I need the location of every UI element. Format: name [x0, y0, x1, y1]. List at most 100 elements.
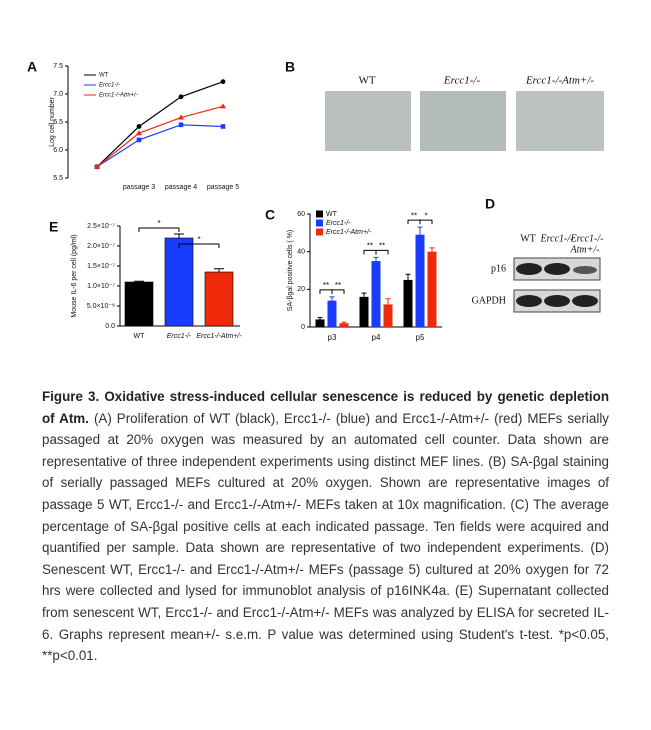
y-tick-label: 60 [297, 211, 305, 218]
point [136, 130, 142, 136]
micrograph [420, 91, 506, 151]
band [572, 295, 598, 307]
band [544, 263, 570, 275]
error-bar [329, 296, 335, 301]
bar [204, 271, 234, 327]
y-axis-label: Log cell number [49, 96, 56, 146]
figure: B WT Ercc1-/- Ercc1-/-Atm+/- D WT Ercc1-… [27, 59, 604, 342]
significance-label: ** [379, 241, 385, 250]
panel-letter: E [49, 219, 58, 235]
image-label: WT [358, 75, 375, 87]
bar [327, 300, 337, 327]
error-bar [174, 233, 184, 238]
series-line [96, 81, 224, 168]
significance-bracket [178, 243, 220, 248]
significance-label: ** [323, 281, 329, 290]
significance-bracket [407, 219, 421, 225]
x-tick-label: Ercc1-/- [167, 333, 192, 340]
lane-label: Ercc1-/- [540, 233, 574, 244]
legend-label: WT [326, 211, 338, 218]
point [220, 103, 226, 109]
significance-label: ** [411, 211, 417, 220]
y-tick-label: 40 [297, 249, 305, 256]
point [220, 124, 226, 129]
lane-label: Ercc1-/- [570, 233, 604, 244]
y-tick-label: 20 [297, 286, 305, 293]
band [573, 266, 597, 274]
panel-letter: B [285, 59, 295, 75]
caption: Figure 3. Oxidative stress-induced cellu… [42, 386, 609, 667]
error-bar [373, 256, 379, 262]
significance-bracket [138, 227, 180, 232]
bar [415, 234, 425, 327]
x-tick-label: Ercc1-/-Atm+/- [196, 333, 242, 340]
bar [315, 319, 325, 327]
y-tick-label: 1.0×10⁻⁷ [87, 283, 115, 290]
band [516, 263, 542, 275]
image-label: Ercc1-/- [443, 75, 481, 87]
significance-bracket [375, 249, 389, 255]
lane-label: WT [520, 233, 536, 244]
significance-label: * [157, 219, 160, 228]
error-bar [429, 247, 435, 252]
y-axis-label: Mouse IL-6 per cell (pg/ml) [71, 234, 78, 317]
band [544, 295, 570, 307]
x-tick-label: p5 [416, 333, 425, 342]
bar [371, 261, 381, 327]
error-bar [385, 298, 391, 305]
error-bar [417, 226, 423, 235]
y-axis-label: SA-βgal positive cells ( %) [287, 230, 294, 311]
legend-swatch [316, 219, 323, 227]
y-tick-label: 7.5 [53, 63, 63, 70]
x-tick-label: passage 5 [207, 184, 239, 191]
error-bar [341, 321, 347, 324]
point [136, 124, 142, 129]
point [178, 94, 184, 100]
legend-swatch [316, 210, 323, 218]
x-tick-label: WT [134, 333, 146, 340]
significance-bracket [419, 219, 433, 225]
y-tick-label: 2.0×10⁻⁷ [87, 243, 115, 250]
series-line [96, 105, 224, 168]
significance-label: ** [335, 281, 341, 290]
panel-letter: A [27, 59, 37, 75]
legend-label: WT [99, 73, 109, 79]
micrograph [516, 91, 604, 151]
bar [383, 304, 393, 327]
significance-label: * [424, 211, 427, 220]
y-tick-label: 7.0 [53, 91, 63, 98]
series-line [96, 124, 224, 168]
panel-letter: D [485, 196, 495, 212]
lane-label: Atm+/- [570, 244, 600, 255]
error-bar [317, 317, 323, 320]
band [516, 295, 542, 307]
bar [339, 323, 349, 327]
error-bar [361, 292, 367, 297]
y-tick-label: 2.5×10⁻⁷ [87, 223, 115, 230]
legend-label: Ercc1-/- [99, 83, 120, 89]
panel-letter: C [265, 207, 275, 223]
legend-label: Ercc1-/-Atm+/- [326, 229, 372, 236]
image-label: Ercc1-/-Atm+/- [525, 75, 594, 87]
error-bar [405, 273, 411, 280]
legend-swatch [316, 228, 323, 236]
bar [124, 281, 154, 327]
blot-row-label: p16 [491, 263, 506, 274]
significance-bracket [363, 249, 377, 255]
blot-row-label: GAPDH [472, 295, 506, 306]
point [220, 79, 226, 85]
y-tick-label: 6.5 [53, 119, 63, 126]
x-tick-label: p4 [372, 333, 381, 342]
bar [359, 296, 369, 327]
legend-label: Ercc1-/- [326, 220, 351, 227]
x-tick-label: p3 [328, 333, 337, 342]
point [94, 163, 100, 169]
x-tick-label: passage 3 [123, 184, 155, 191]
y-tick-label: 0 [301, 324, 305, 331]
point [136, 137, 142, 143]
caption-title: Figure 3. Oxidative stress-induced cellu… [42, 389, 609, 426]
y-tick-label: 0.0 [105, 323, 115, 330]
legend-label: Ercc1-/-Atm+/- [99, 93, 138, 99]
y-tick-label: 5.5 [53, 175, 63, 182]
